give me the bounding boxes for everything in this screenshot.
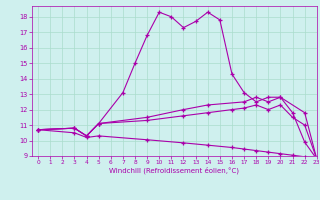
X-axis label: Windchill (Refroidissement éolien,°C): Windchill (Refroidissement éolien,°C) [109,167,239,174]
